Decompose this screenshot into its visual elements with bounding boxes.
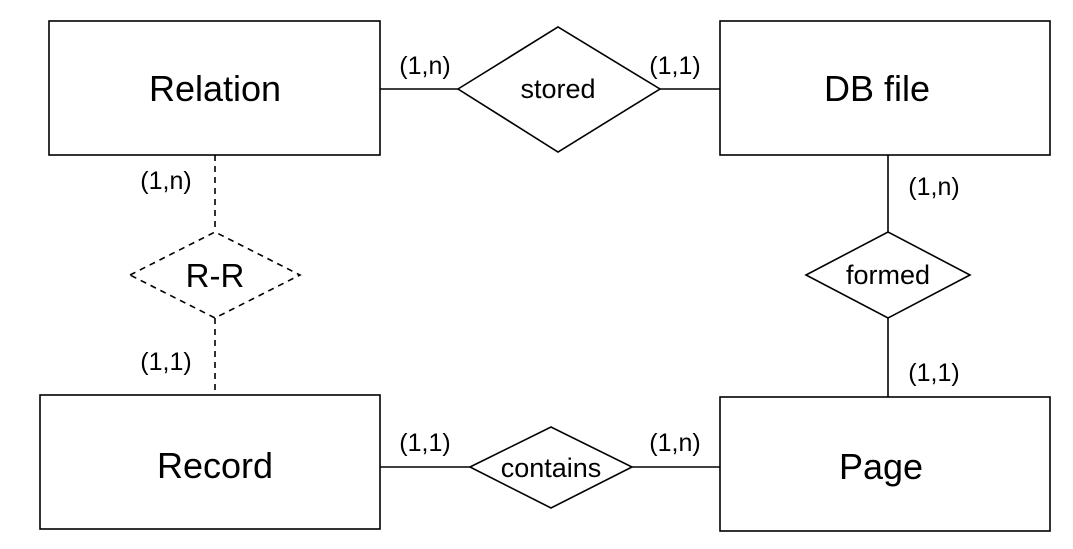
cardinality-record-rr: (1,1) bbox=[140, 348, 191, 376]
relationship-stored: stored bbox=[456, 26, 662, 153]
cardinality-dbfile-stored: (1,1) bbox=[649, 52, 700, 80]
cardinality-relation-rr: (1,n) bbox=[140, 167, 191, 195]
entity-page-label: Page bbox=[839, 446, 923, 487]
relationship-formed: formed bbox=[804, 231, 972, 319]
cardinality-dbfile-formed: (1,n) bbox=[908, 173, 959, 201]
cardinality-record-contains: (1,1) bbox=[399, 429, 450, 457]
entity-db-file-label: DB file bbox=[824, 68, 930, 109]
entity-page: Page bbox=[719, 396, 1051, 532]
relationship-r-r-label: R-R bbox=[186, 257, 245, 294]
entity-db-file: DB file bbox=[719, 20, 1051, 156]
relationship-contains-label: contains bbox=[501, 453, 602, 483]
entity-relation-label: Relation bbox=[149, 68, 281, 109]
entity-relation: Relation bbox=[48, 20, 381, 156]
entity-record-label: Record bbox=[157, 445, 273, 486]
relationship-stored-label: stored bbox=[520, 74, 595, 104]
cardinality-page-contains: (1,n) bbox=[649, 429, 700, 457]
cardinality-page-formed: (1,1) bbox=[908, 359, 959, 387]
relationship-contains: contains bbox=[468, 426, 634, 509]
relationship-formed-label: formed bbox=[846, 260, 930, 290]
relationship-r-r: R-R bbox=[128, 231, 302, 319]
cardinality-relation-stored: (1,n) bbox=[399, 52, 450, 80]
entity-record: Record bbox=[39, 394, 381, 530]
